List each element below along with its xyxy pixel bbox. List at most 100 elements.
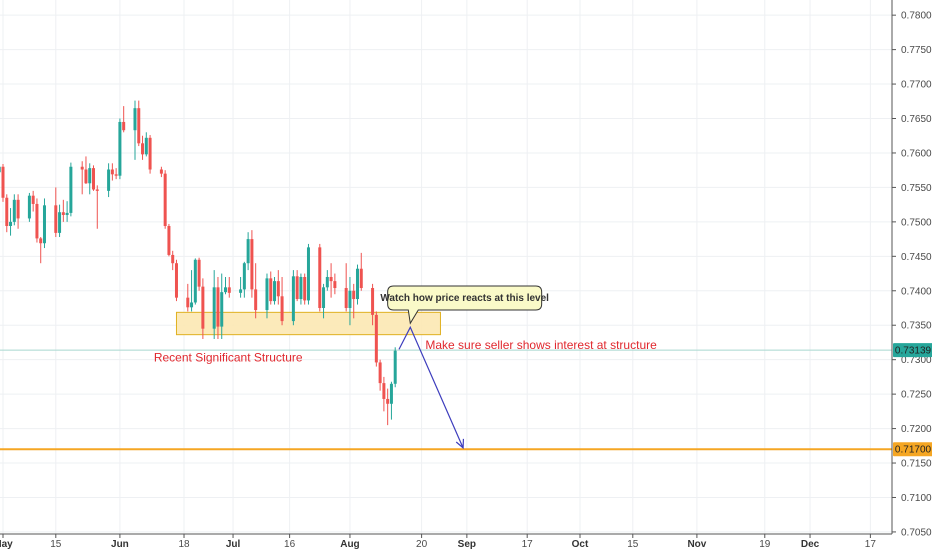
candle-body	[5, 197, 9, 227]
candle-bull	[291, 270, 295, 326]
candle-bull	[42, 198, 46, 249]
candle-body	[265, 278, 269, 311]
candle-body	[276, 281, 280, 297]
candle-bear	[35, 198, 39, 243]
candle-body	[389, 383, 393, 404]
candle-body	[239, 289, 243, 293]
x-tick-label: Dec	[801, 539, 820, 550]
candle-bull	[65, 201, 69, 222]
candle-body	[212, 287, 216, 329]
candle-body	[118, 121, 122, 176]
candle-body	[242, 263, 246, 290]
candle-body	[329, 276, 333, 282]
candle-body	[246, 239, 250, 264]
projection-arrowhead	[455, 438, 465, 450]
candle-bull	[212, 270, 216, 340]
candle-body	[141, 143, 145, 155]
grid	[0, 0, 892, 534]
candle-bear	[95, 185, 99, 229]
candle-bull	[322, 283, 326, 319]
candle-body	[348, 290, 352, 308]
candle-bear	[114, 168, 118, 180]
callout-shape	[387, 285, 543, 325]
candle-bear	[197, 257, 201, 291]
candle-body	[325, 276, 329, 288]
candle-body	[227, 287, 231, 293]
candle-bear	[84, 156, 88, 184]
candle-body	[58, 212, 62, 233]
candle-body	[382, 383, 386, 399]
candle-bull	[393, 347, 397, 388]
candle-body	[114, 174, 118, 176]
candle-body	[186, 297, 190, 308]
candle-body	[374, 314, 378, 363]
candle-bear	[159, 166, 163, 178]
candle-bear	[167, 223, 171, 257]
candle-bear	[31, 190, 35, 212]
candle-body	[54, 205, 58, 233]
seller-note: Make sure seller shows interest at struc…	[425, 338, 657, 352]
candle-body	[355, 268, 359, 300]
candle-body	[171, 254, 175, 264]
candle-bear	[352, 283, 356, 319]
support-price-tag-label: 0.71700	[895, 445, 932, 456]
candle-bear	[148, 135, 152, 174]
x-tick-label: 19	[759, 539, 771, 550]
horizontal-lines-layer	[0, 349, 892, 451]
candle-bear	[61, 199, 65, 222]
candle-body	[88, 168, 92, 184]
candle-bull	[58, 204, 62, 238]
candle-body	[174, 263, 178, 298]
candle-bull	[348, 276, 352, 326]
candle-body	[190, 302, 194, 308]
candle-body	[220, 292, 224, 327]
structure-label: Recent Significant Structure	[154, 351, 303, 365]
candle-body	[291, 276, 295, 322]
candle-bull	[355, 264, 359, 305]
candle-bear	[110, 163, 114, 181]
candle-bear	[141, 135, 145, 160]
candle-body	[163, 173, 167, 227]
candle-bear	[318, 243, 322, 312]
candle-bull	[273, 276, 277, 305]
candle-bear	[54, 187, 58, 238]
x-tick-label: 15	[627, 539, 639, 550]
candle-body	[371, 288, 375, 315]
x-tick-label: Oct	[572, 539, 589, 550]
candle-body	[303, 276, 307, 301]
candle-bear	[371, 283, 375, 326]
candle-bear	[227, 276, 231, 298]
candle-body	[280, 296, 284, 322]
structure-zone-layer	[175, 311, 441, 336]
candle-bull	[193, 258, 197, 305]
candle-body	[318, 247, 322, 308]
candle-body	[1, 166, 5, 198]
x-tick-label: 18	[178, 539, 190, 550]
candle-body	[9, 221, 13, 227]
candle-bull	[133, 100, 137, 160]
candle-body	[386, 398, 390, 404]
x-tick-label: 20	[416, 539, 428, 550]
candle-bull	[265, 273, 269, 319]
candle-bear	[254, 263, 258, 319]
candle-bear	[250, 230, 254, 298]
candle-body	[133, 108, 137, 131]
last-price-tag	[893, 343, 932, 358]
candle-body	[352, 290, 356, 300]
projection-path	[398, 325, 464, 449]
x-tick-label: Aug	[340, 539, 359, 550]
candle-bear	[1, 163, 5, 202]
projection-layer	[398, 325, 465, 450]
candle-body	[269, 278, 273, 302]
candle-bear	[303, 273, 307, 305]
candle-bull	[144, 132, 148, 157]
candle-bull	[242, 261, 246, 298]
